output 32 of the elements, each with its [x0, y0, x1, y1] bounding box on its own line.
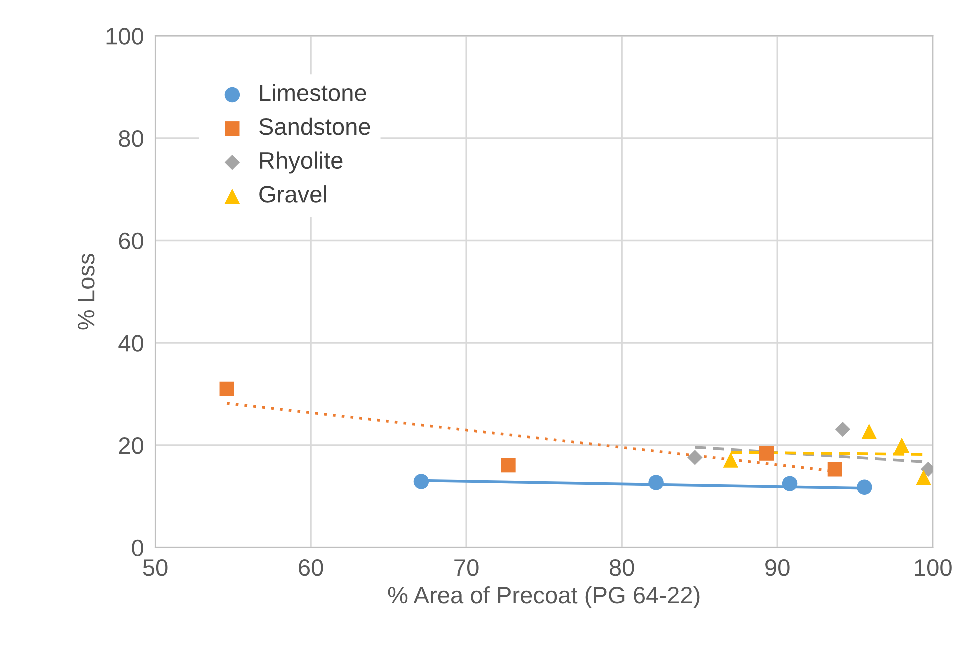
point: [828, 462, 842, 477]
point: [835, 422, 851, 438]
point: [782, 476, 798, 492]
x-tick-label: 100: [915, 559, 952, 576]
y-tick-label: 60: [119, 232, 144, 250]
point: [220, 382, 234, 396]
x-tick-label: 60: [299, 559, 324, 576]
point: [759, 446, 774, 461]
legend-label: Sandstone: [260, 118, 370, 136]
point: [688, 450, 703, 466]
point: [894, 438, 910, 454]
point: [916, 470, 932, 486]
point: [857, 480, 872, 495]
x-tick-label: 80: [610, 559, 634, 576]
y-axis-title: % Loss: [78, 254, 95, 330]
y-tick-label: 0: [132, 540, 144, 557]
point: [723, 452, 739, 468]
x-tick-label: 90: [766, 559, 790, 576]
point: [414, 474, 430, 490]
x-tick-label: 50: [143, 559, 168, 576]
point: [862, 424, 877, 440]
y-tick-label: 80: [119, 130, 144, 148]
x-tick-label: 70: [454, 559, 479, 576]
legend-label: Rhyolite: [260, 152, 343, 174]
legend-label: Limestone: [260, 84, 366, 102]
point: [501, 458, 516, 473]
legend-label: Gravel: [260, 186, 326, 203]
point: [648, 475, 664, 490]
y-tick-label: 40: [118, 335, 144, 352]
y-tick-label: 20: [119, 437, 144, 454]
y-tick-label: 100: [106, 28, 144, 45]
x-axis-title: % Area of Precoat (PG 64-22): [388, 586, 700, 608]
